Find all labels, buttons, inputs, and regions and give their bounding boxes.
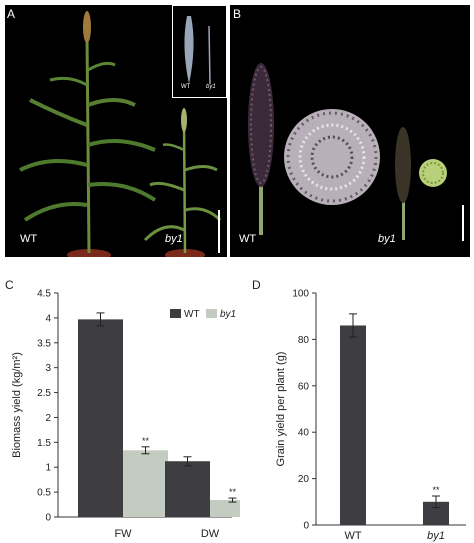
biomass-y-axis-label: Biomass yield (kg/m²)	[11, 352, 23, 458]
biomass-y-tick-label: 1.5	[37, 438, 51, 449]
biomass-x-tick-label: FW	[114, 528, 132, 540]
grain-x-tick-label: WT	[344, 530, 361, 542]
grain-y-tick-label: 60	[298, 381, 310, 392]
grain-y-axis-label: Grain yield per plant (g)	[275, 352, 287, 467]
biomass-y-tick-label: 0.5	[37, 488, 51, 499]
biomass-y-tick-label: 3.5	[37, 338, 51, 349]
inset-label-by1: by1	[206, 84, 216, 90]
grain-x-tick-label: by1	[427, 530, 445, 542]
grain-bar-by1	[423, 501, 449, 525]
legend-swatch-by1	[206, 309, 217, 318]
chart-grain: 0 20 40 60 80 100 Grain yield per plant (g) WT *…	[275, 289, 466, 542]
plant-label-by1: by1	[165, 233, 183, 245]
biomass-significance: **	[142, 436, 150, 446]
grain-y-tick-label: 20	[298, 474, 310, 485]
panicle-label-wt: WT	[239, 233, 257, 245]
panel-d-label: D	[252, 278, 261, 292]
chart-biomass: 0 0.5 1 1.5 2 2.5 3 3.5 4 4.5 Biomass yield (kg/m²…	[11, 289, 240, 540]
biomass-y-tick-label: 4	[45, 313, 51, 324]
grain-y-tick-label: 100	[292, 289, 309, 300]
panel-b-label: B	[233, 7, 242, 21]
panel-b-panicles	[248, 63, 464, 241]
biomass-x-tick-label: DW	[201, 528, 220, 540]
biomass-y-tick-label: 2	[45, 413, 51, 424]
grain-significance: **	[432, 485, 440, 495]
grain-y-tick-label: 0	[303, 521, 309, 532]
biomass-bar-by1-DW	[210, 500, 240, 517]
biomass-y-tick-label: 4.5	[37, 289, 51, 300]
grain-y-tick-label: 80	[298, 335, 310, 346]
biomass-significance: **	[229, 487, 237, 497]
biomass-bar-by1-FW	[123, 450, 168, 517]
biomass-bar-WT-FW	[78, 319, 123, 517]
legend-label-by1: by1	[220, 309, 236, 320]
panicle-label-by1: by1	[378, 233, 396, 245]
panel-a-photo: WT by1 A WT by1	[5, 5, 227, 261]
panel-a-label: A	[7, 7, 16, 21]
biomass-y-tick-label: 1	[45, 463, 51, 474]
legend-label-WT: WT	[184, 309, 200, 320]
plant-label-wt: WT	[20, 233, 38, 245]
inset-label-wt: WT	[181, 84, 191, 90]
grain-bar-WT	[340, 325, 366, 525]
biomass-y-tick-label: 2.5	[37, 388, 51, 399]
grain-y-tick-label: 40	[298, 428, 310, 439]
panel-a-inset: WT by1	[172, 5, 227, 98]
biomass-bar-WT-DW	[165, 461, 210, 517]
legend-swatch-WT	[170, 309, 181, 318]
biomass-y-tick-label: 3	[45, 363, 51, 374]
panel-c-label: C	[5, 278, 14, 292]
biomass-y-tick-label: 0	[45, 513, 51, 524]
panel-b-photo: B WT by1	[230, 5, 470, 257]
